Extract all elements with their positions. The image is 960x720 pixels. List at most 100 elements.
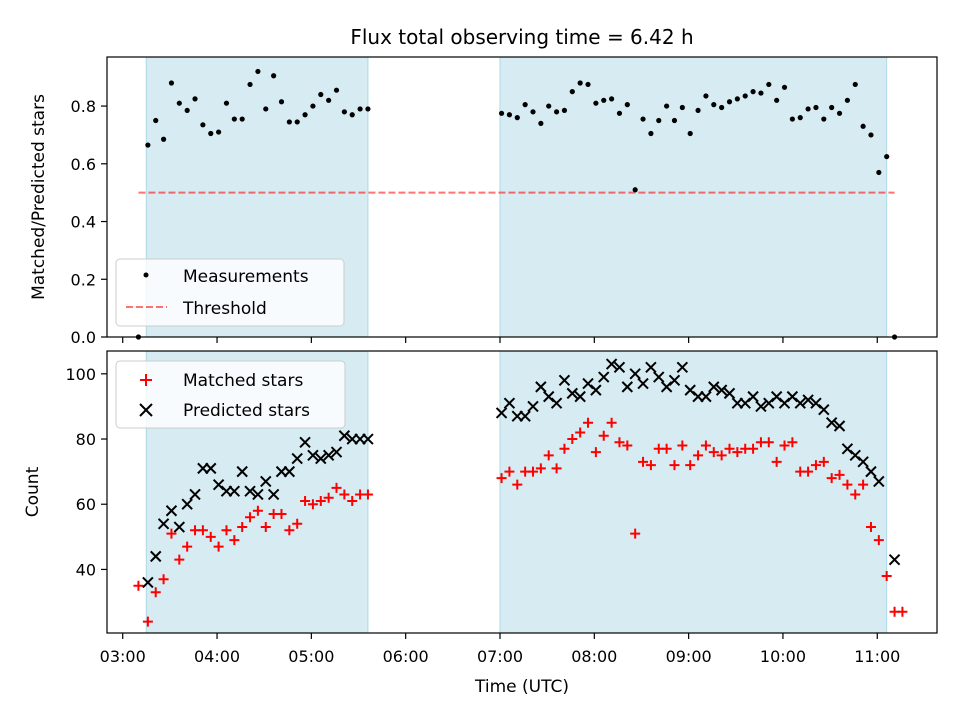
matched-star-point — [323, 492, 334, 503]
bottom-legend: Matched stars Predicted stars — [115, 360, 346, 429]
measurement-point — [577, 80, 583, 86]
x-tick-label: 09:00 — [666, 647, 712, 666]
measurement-point — [876, 169, 882, 176]
matched-star-point — [693, 450, 704, 461]
measurement-point — [278, 99, 285, 105]
legend-matched-label: Matched stars — [183, 371, 303, 391]
bottom-legend-box — [115, 360, 346, 429]
matched-star-point — [669, 460, 680, 471]
measurement-point — [609, 96, 615, 102]
matched-star-point — [315, 495, 326, 506]
predicted-star-point — [330, 446, 343, 458]
y-tick-label: 0.8 — [71, 97, 96, 116]
measurement-point — [168, 80, 175, 86]
legend-measurements-label: Measurements — [183, 267, 309, 287]
legend-predicted-marker — [139, 403, 153, 417]
predicted-star-point — [605, 358, 618, 370]
measurement-point — [601, 97, 607, 103]
measurement-point — [302, 112, 308, 118]
predicted-star-point — [252, 488, 264, 501]
measurement-point — [844, 97, 850, 103]
matched-star-point — [252, 505, 263, 516]
measurement-point — [624, 102, 630, 108]
measurement-point — [216, 129, 222, 135]
x-tick-label: 10:00 — [760, 647, 806, 666]
top-axes-frame — [106, 56, 938, 338]
top-shaded-spans — [145, 56, 888, 338]
matched-stars-layer — [133, 417, 908, 627]
measurement-point — [616, 110, 623, 116]
measurement-point — [349, 112, 355, 118]
matched-star-point — [496, 473, 507, 484]
matched-star-point — [803, 466, 814, 477]
matched-star-point — [873, 535, 884, 546]
x-tick-label: 03:00 — [100, 647, 146, 666]
matched-star-point — [543, 450, 554, 461]
matched-star-point — [300, 495, 311, 506]
matched-star-point — [590, 447, 601, 458]
measurement-point — [797, 115, 803, 121]
predicted-star-point — [723, 387, 736, 400]
measurement-point — [522, 102, 528, 108]
measurement-point — [153, 117, 159, 124]
matched-star-point — [897, 606, 908, 617]
measurement-point — [184, 107, 190, 114]
bottom-y-axis-label: Count — [23, 466, 43, 517]
predicted-star-point — [205, 462, 217, 475]
matched-star-point — [614, 437, 625, 448]
predicted-star-point — [142, 576, 154, 589]
measurements-layer — [135, 68, 898, 340]
matched-star-point — [284, 525, 295, 536]
measurement-point — [365, 106, 371, 112]
measurement-point — [585, 81, 591, 88]
x-tick-label: 06:00 — [383, 647, 429, 666]
matched-star-point — [205, 531, 216, 542]
measurement-point — [821, 116, 827, 122]
top-y-axis-label: Matched/Predicted stars — [29, 94, 49, 300]
matched-star-point — [221, 525, 232, 536]
matched-star-point — [732, 447, 743, 458]
predicted-star-point — [888, 553, 901, 566]
predicted-star-point — [244, 485, 256, 497]
top-x-ticks — [122, 337, 878, 343]
bottom-y-axis: 40 60 80 100 — [65, 365, 107, 579]
matched-star-point — [331, 482, 342, 493]
predicted-star-point — [550, 397, 563, 409]
matched-star-point — [606, 417, 617, 428]
measurement-point — [758, 90, 764, 96]
matched-star-point — [645, 460, 656, 471]
predicted-star-point — [165, 505, 178, 517]
predicted-star-point — [260, 475, 272, 488]
matched-star-point — [865, 522, 876, 533]
matched-star-point — [339, 489, 350, 500]
predicted-star-point — [157, 518, 170, 530]
predicted-star-point — [802, 394, 814, 406]
matched-star-point — [575, 427, 586, 438]
bottom-axes-frame — [106, 350, 938, 634]
predicted-star-point — [503, 397, 516, 409]
matched-star-point — [708, 447, 719, 458]
predicted-star-point — [291, 452, 303, 465]
measurement-point — [200, 122, 206, 128]
predicted-star-point — [653, 371, 665, 383]
x-tick-label: 11:00 — [854, 647, 900, 666]
measurement-point — [208, 130, 214, 137]
measurement-point — [852, 81, 858, 88]
matched-star-point — [881, 570, 892, 581]
matched-star-point — [779, 440, 790, 451]
matched-star-point — [583, 417, 594, 428]
measurement-point — [687, 130, 693, 137]
measurement-point — [829, 104, 835, 111]
measurement-point — [318, 91, 324, 98]
predicted-star-point — [535, 381, 547, 393]
predicted-star-point — [747, 390, 759, 403]
predicted-stars-layer — [142, 358, 901, 589]
shaded-span-2 — [499, 350, 888, 634]
predicted-star-point — [598, 371, 610, 383]
y-tick-label: 0.6 — [71, 155, 96, 174]
predicted-star-point — [519, 410, 531, 422]
matched-star-point — [213, 541, 224, 552]
matched-star-point — [638, 456, 649, 467]
predicted-star-point — [857, 456, 869, 468]
x-tick-label: 07:00 — [477, 647, 523, 666]
